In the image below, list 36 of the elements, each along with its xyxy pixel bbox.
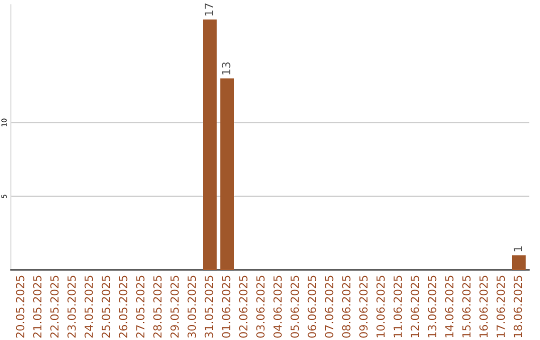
x-tick-label: 31.05.2025 (204, 276, 214, 338)
x-tick-label: 10.06.2025 (376, 276, 385, 338)
x-tick-label: 03.06.2025 (256, 276, 265, 338)
x-tick-label: 25.05.2025 (102, 276, 110, 338)
x-tick-label: 02.06.2025 (239, 276, 248, 338)
x-tick-label: 16.06.2025 (479, 276, 488, 338)
x-tick-label: 26.05.2025 (118, 276, 128, 338)
x-tick-label: 18.06.2025 (514, 276, 522, 338)
x-tick-label: 08.06.2025 (342, 276, 350, 338)
x-tick-label: 27.05.2025 (136, 276, 144, 338)
x-tick-label: 24.05.2025 (84, 276, 93, 338)
data-label: 17 (204, 4, 213, 16)
x-tick-label: 29.05.2025 (170, 276, 179, 338)
x-tick-label: 09.06.2025 (359, 276, 368, 338)
bar (220, 78, 234, 270)
bar (203, 19, 217, 270)
x-tick-label: 04.06.2025 (273, 276, 282, 338)
x-tick-label: 21.05.2025 (33, 276, 42, 338)
data-label: 1 (514, 246, 522, 252)
x-tick-label: 28.05.2025 (153, 276, 162, 338)
x-tick-label: 05.06.2025 (290, 276, 299, 338)
x-tick-label: 15.06.2025 (462, 276, 471, 338)
x-tick-label: 13.06.2025 (428, 276, 436, 338)
x-tick-label: 23.05.2025 (67, 276, 76, 338)
x-tick-label: 01.06.2025 (222, 276, 230, 338)
x-tick-label: 14.06.2025 (445, 276, 454, 338)
x-tick-label: 11.06.2025 (394, 276, 402, 338)
x-tick-label: 12.06.2025 (410, 276, 420, 338)
x-tick-label: 06.06.2025 (308, 276, 316, 338)
x-tick-label: 07.06.2025 (324, 276, 334, 338)
bar (512, 255, 526, 270)
x-tick-label: 20.05.2025 (16, 276, 24, 338)
data-label: 13 (222, 62, 230, 74)
x-tick-label: 22.05.2025 (50, 276, 59, 338)
x-tick-label: 17.06.2025 (496, 276, 505, 338)
x-tick-label: 30.05.2025 (188, 276, 196, 338)
